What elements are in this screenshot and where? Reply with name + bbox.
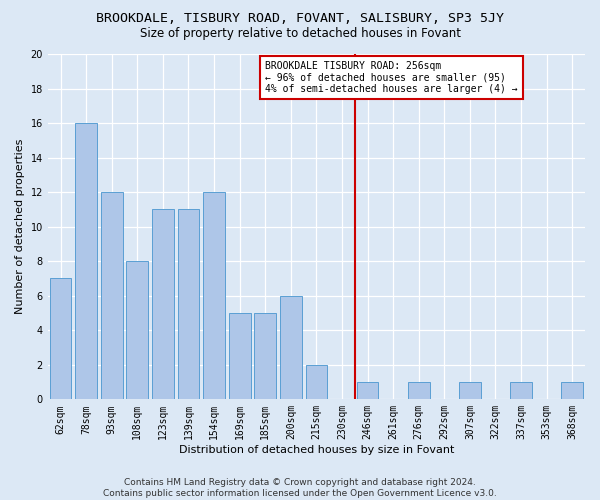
Bar — [280, 296, 302, 400]
Bar — [203, 192, 225, 400]
Bar — [101, 192, 122, 400]
Bar — [75, 123, 97, 400]
X-axis label: Distribution of detached houses by size in Fovant: Distribution of detached houses by size … — [179, 445, 454, 455]
Bar — [305, 365, 327, 400]
Text: BROOKDALE, TISBURY ROAD, FOVANT, SALISBURY, SP3 5JY: BROOKDALE, TISBURY ROAD, FOVANT, SALISBU… — [96, 12, 504, 26]
Bar — [356, 382, 379, 400]
Bar — [459, 382, 481, 400]
Bar — [254, 313, 276, 400]
Bar — [408, 382, 430, 400]
Bar — [178, 210, 199, 400]
Bar — [562, 382, 583, 400]
Text: BROOKDALE TISBURY ROAD: 256sqm
← 96% of detached houses are smaller (95)
4% of s: BROOKDALE TISBURY ROAD: 256sqm ← 96% of … — [265, 61, 518, 94]
Bar — [510, 382, 532, 400]
Bar — [152, 210, 174, 400]
Bar — [127, 261, 148, 400]
Bar — [229, 313, 251, 400]
Text: Contains HM Land Registry data © Crown copyright and database right 2024.
Contai: Contains HM Land Registry data © Crown c… — [103, 478, 497, 498]
Bar — [50, 278, 71, 400]
Y-axis label: Number of detached properties: Number of detached properties — [15, 139, 25, 314]
Text: Size of property relative to detached houses in Fovant: Size of property relative to detached ho… — [139, 28, 461, 40]
